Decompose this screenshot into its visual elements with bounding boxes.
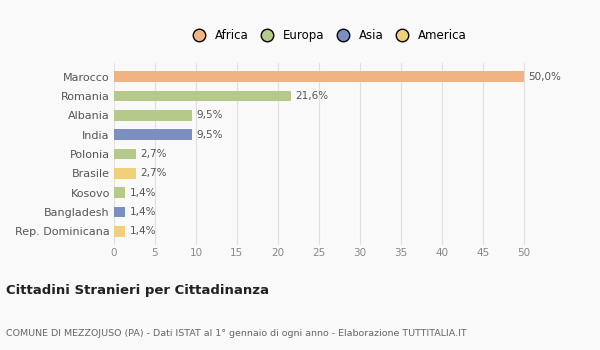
Text: 1,4%: 1,4%: [130, 188, 156, 198]
Text: COMUNE DI MEZZOJUSO (PA) - Dati ISTAT al 1° gennaio di ogni anno - Elaborazione : COMUNE DI MEZZOJUSO (PA) - Dati ISTAT al…: [6, 329, 467, 338]
Text: 50,0%: 50,0%: [528, 72, 560, 82]
Bar: [114, 149, 136, 159]
Text: 9,5%: 9,5%: [196, 110, 223, 120]
Text: 2,7%: 2,7%: [140, 149, 167, 159]
Bar: [114, 207, 125, 217]
Bar: [114, 187, 125, 198]
Bar: [114, 71, 524, 82]
Text: 2,7%: 2,7%: [140, 168, 167, 178]
Bar: [114, 226, 125, 237]
Bar: [114, 130, 192, 140]
Text: 1,4%: 1,4%: [130, 207, 156, 217]
Bar: [114, 168, 136, 178]
Text: 9,5%: 9,5%: [196, 130, 223, 140]
Text: Cittadini Stranieri per Cittadinanza: Cittadini Stranieri per Cittadinanza: [6, 284, 269, 297]
Legend: Africa, Europa, Asia, America: Africa, Europa, Asia, America: [188, 29, 466, 42]
Text: 1,4%: 1,4%: [130, 226, 156, 236]
Text: 21,6%: 21,6%: [295, 91, 328, 101]
Bar: [114, 91, 291, 101]
Bar: [114, 110, 192, 121]
